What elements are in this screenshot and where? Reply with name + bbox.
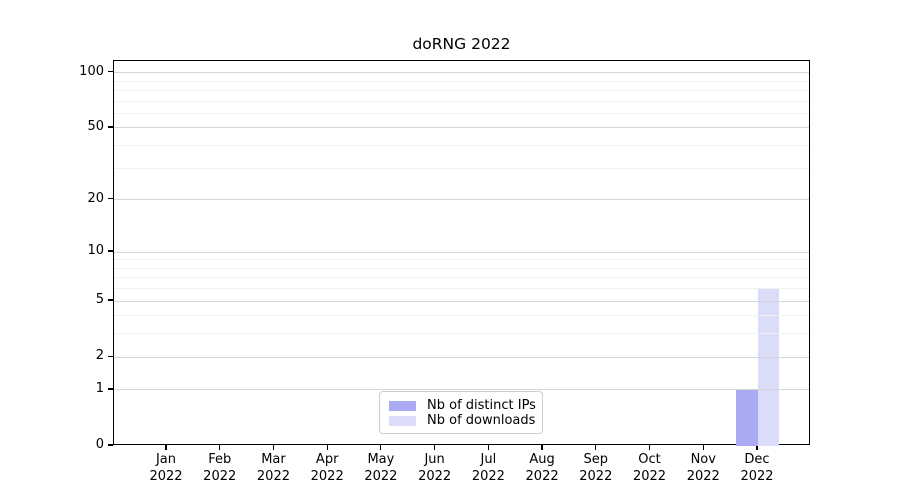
minor-gridline-90 — [114, 80, 809, 82]
x-tick-jul-2022 — [487, 445, 489, 450]
major-gridline-100 — [114, 72, 809, 74]
minor-gridline-70 — [114, 100, 809, 102]
y-tick-label-100: 100 — [79, 63, 104, 79]
y-tick-100 — [108, 71, 113, 73]
x-tick-jan-2022 — [165, 445, 167, 450]
major-gridline-1 — [114, 389, 809, 391]
x-tick-jun-2022 — [434, 445, 436, 450]
x-tick-apr-2022 — [326, 445, 328, 450]
y-tick-label-50: 50 — [87, 118, 104, 134]
x-tick-label-mar-2022: Mar 2022 — [256, 452, 290, 484]
legend-entry-downloads: Nb of downloads — [389, 413, 536, 428]
x-tick-label-jun-2022: Jun 2022 — [418, 452, 452, 484]
x-tick-label-sep-2022: Sep 2022 — [579, 452, 613, 484]
x-tick-nov-2022 — [702, 445, 704, 450]
y-tick-2 — [108, 355, 113, 357]
x-tick-label-jan-2022: Jan 2022 — [149, 452, 183, 484]
y-tick-10 — [108, 250, 113, 252]
minor-gridline-30 — [114, 167, 809, 169]
legend: Nb of distinct IPs Nb of downloads — [379, 391, 543, 434]
legend-swatch-distinct-ips — [389, 400, 416, 411]
x-tick-label-jul-2022: Jul 2022 — [471, 452, 505, 484]
x-tick-label-may-2022: May 2022 — [364, 452, 398, 484]
x-tick-sep-2022 — [595, 445, 597, 450]
y-tick-label-1: 1 — [95, 380, 104, 396]
y-tick-label-10: 10 — [87, 243, 104, 258]
x-tick-oct-2022 — [648, 445, 651, 450]
minor-gridline-7 — [114, 277, 809, 279]
y-tick-label-0: 0 — [95, 437, 104, 452]
y-tick-1 — [108, 388, 113, 390]
minor-gridline-80 — [114, 89, 809, 91]
major-gridline-5 — [114, 300, 809, 302]
x-tick-aug-2022 — [541, 445, 543, 450]
minor-gridline-3 — [114, 333, 809, 335]
y-tick-20 — [108, 198, 113, 200]
major-gridline-2 — [114, 356, 809, 358]
minor-gridline-6 — [114, 288, 809, 290]
x-tick-label-nov-2022: Nov 2022 — [686, 452, 720, 484]
grid-layer — [114, 61, 809, 444]
y-tick-5 — [108, 299, 113, 301]
y-tick-50 — [108, 126, 113, 128]
x-tick-mar-2022 — [272, 445, 275, 450]
bar-layer — [114, 61, 809, 446]
y-tick-label-5: 5 — [95, 292, 104, 308]
major-gridline-20 — [114, 199, 809, 201]
x-tick-label-feb-2022: Feb 2022 — [203, 452, 237, 484]
x-tick-label-oct-2022: Oct 2022 — [632, 452, 667, 484]
x-tick-label-apr-2022: Apr 2022 — [310, 452, 344, 484]
x-tick-feb-2022 — [219, 445, 221, 450]
legend-label-downloads: Nb of downloads — [427, 413, 536, 428]
legend-entry-distinct-ips: Nb of distinct IPs — [389, 398, 536, 413]
x-tick-may-2022 — [380, 445, 382, 450]
bar-nb-of-downloads-dec-2022 — [757, 288, 780, 446]
chart-title: doRNG 2022 — [412, 35, 511, 53]
legend-label-distinct-ips: Nb of distinct IPs — [427, 398, 536, 413]
y-tick-0 — [108, 444, 113, 446]
x-tick-label-dec-2022: Dec 2022 — [740, 452, 774, 484]
minor-gridline-9 — [114, 259, 809, 261]
y-tick-label-20: 20 — [87, 190, 104, 206]
minor-gridline-60 — [114, 112, 809, 114]
legend-swatch-downloads — [389, 415, 416, 426]
plot-area: Nb of distinct IPs Nb of downloads — [113, 60, 810, 446]
minor-gridline-8 — [114, 267, 809, 269]
bar-nb-of-distinct-ips-dec-2022 — [736, 389, 758, 446]
major-gridline-50 — [114, 127, 809, 129]
y-tick-label-2: 2 — [95, 348, 104, 364]
minor-gridline-40 — [114, 145, 809, 147]
minor-gridline-4 — [114, 315, 809, 317]
x-tick-dec-2022 — [756, 445, 758, 450]
major-gridline-10 — [114, 251, 809, 253]
x-tick-label-aug-2022: Aug 2022 — [525, 452, 559, 484]
